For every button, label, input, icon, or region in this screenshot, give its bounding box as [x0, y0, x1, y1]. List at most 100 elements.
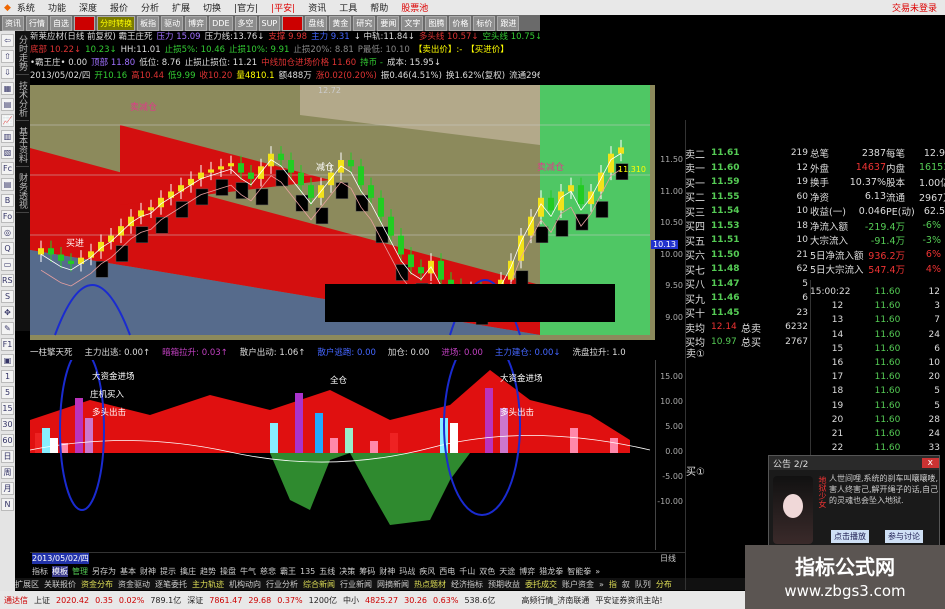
- indicator-tab[interactable]: 趋势: [200, 567, 216, 576]
- indicator-tab[interactable]: 玛战: [399, 567, 416, 576]
- tool-icon[interactable]: 日: [1, 450, 14, 463]
- extension-tab[interactable]: 指: [608, 579, 617, 589]
- tool-icon[interactable]: ▥: [1, 130, 14, 143]
- toolbar-button[interactable]: DDE: [209, 15, 233, 31]
- menu-item[interactable]: |官方|: [234, 4, 259, 14]
- indicator-chart[interactable]: [30, 360, 655, 550]
- toolbar-button[interactable]: ■■: [282, 15, 304, 31]
- tool-icon[interactable]: N: [1, 498, 14, 511]
- extension-tab[interactable]: 分布: [655, 579, 672, 589]
- tool-icon[interactable]: ▣: [1, 354, 14, 367]
- extension-tab[interactable]: 行业新闻: [340, 579, 372, 589]
- extension-tab[interactable]: 综合新闻: [303, 579, 335, 589]
- toolbar-button[interactable]: 驱动: [161, 15, 184, 31]
- indicator-tab[interactable]: 牛气: [240, 567, 256, 576]
- tool-icon[interactable]: ⇦: [1, 34, 14, 47]
- indicator-tab[interactable]: 管理: [72, 567, 88, 576]
- indicator-tab[interactable]: 另存为: [92, 567, 116, 576]
- extension-tab[interactable]: 行业分析: [266, 579, 298, 589]
- toolbar-button[interactable]: 黄金: [329, 15, 352, 31]
- indicator-tab[interactable]: 操盘: [220, 567, 236, 576]
- indicator-tab[interactable]: 千山: [459, 567, 476, 576]
- toolbar-button[interactable]: 盘线: [305, 15, 328, 31]
- play-button[interactable]: 点击播放: [831, 530, 869, 543]
- tool-icon[interactable]: ✎: [1, 322, 14, 335]
- toolbar-button[interactable]: 行情: [26, 15, 48, 31]
- indicator-tab[interactable]: 博弈: [519, 567, 536, 576]
- menu-item[interactable]: 系统: [16, 4, 35, 14]
- toolbar-button[interactable]: SUP: [258, 15, 281, 31]
- menu-item[interactable]: 资讯: [308, 4, 327, 14]
- tool-icon[interactable]: 1: [1, 370, 14, 383]
- indicator-tab[interactable]: 天途: [499, 567, 516, 576]
- toolbar-button[interactable]: 文字: [401, 15, 424, 31]
- tool-icon[interactable]: ◎: [1, 226, 14, 239]
- extension-tab[interactable]: »: [599, 579, 604, 589]
- indicator-tab[interactable]: 基本: [120, 567, 136, 576]
- extension-tab[interactable]: 主力轨迹: [192, 579, 224, 589]
- tool-icon[interactable]: ▭: [1, 258, 14, 271]
- menu-item[interactable]: 扩展: [172, 4, 191, 14]
- tool-icon[interactable]: F1: [1, 338, 14, 351]
- tool-icon[interactable]: B: [1, 194, 14, 207]
- tool-icon[interactable]: 月: [1, 482, 14, 495]
- tool-icon[interactable]: S: [1, 290, 14, 303]
- toolbar-button[interactable]: 多空: [234, 15, 257, 31]
- indicator-tab[interactable]: 慈悲: [260, 567, 276, 576]
- extension-tab[interactable]: 关联报价: [44, 579, 76, 589]
- indicator-tab[interactable]: 筹码: [359, 567, 376, 576]
- close-button[interactable]: x: [921, 458, 939, 468]
- toolbar-button[interactable]: 价格: [449, 15, 472, 31]
- tool-icon[interactable]: ▤: [1, 178, 14, 191]
- tool-icon[interactable]: 周: [1, 466, 14, 479]
- extension-tab[interactable]: 队列: [634, 579, 651, 589]
- extension-tab[interactable]: 扩展区: [15, 579, 39, 589]
- news-ticker-2[interactable]: 平安证券资讯主站!: [595, 595, 663, 605]
- menu-item[interactable]: 股票池: [401, 4, 429, 14]
- toolbar-button[interactable]: 跟进: [497, 15, 520, 31]
- tool-icon[interactable]: 5: [1, 386, 14, 399]
- indicator-tab[interactable]: 双色: [479, 567, 496, 576]
- tool-icon[interactable]: 30: [1, 418, 14, 431]
- discuss-button[interactable]: 参与讨论: [885, 530, 923, 543]
- indicator-tab[interactable]: 霸王: [280, 567, 296, 576]
- news-ticker[interactable]: 高频行情_济南联通: [521, 595, 590, 605]
- menu-item[interactable]: |平安|: [271, 4, 296, 14]
- tool-icon[interactable]: ⇧: [1, 50, 14, 63]
- extension-tab[interactable]: 资金驱动: [118, 579, 150, 589]
- tool-icon[interactable]: ▦: [1, 82, 14, 95]
- extension-tab[interactable]: 热点题材: [414, 579, 446, 589]
- toolbar-button[interactable]: 图腾: [425, 15, 448, 31]
- toolbar-button[interactable]: 分时转换: [97, 15, 136, 31]
- tool-icon[interactable]: 📈: [1, 114, 14, 127]
- period-label[interactable]: 日线: [660, 554, 676, 563]
- indicator-tab[interactable]: 五线: [319, 567, 336, 576]
- toolbar-button[interactable]: 板指: [137, 15, 160, 31]
- menu-item[interactable]: 功能: [47, 4, 66, 14]
- indicator-tab[interactable]: 决策: [339, 567, 356, 576]
- toolbar-button[interactable]: 要闻: [377, 15, 400, 31]
- toolbar-button[interactable]: 博弈: [185, 15, 208, 31]
- tool-icon[interactable]: Fo: [1, 210, 14, 223]
- tool-icon[interactable]: Fc: [1, 162, 14, 175]
- extension-tab[interactable]: 账户资金: [562, 579, 594, 589]
- indicator-tab[interactable]: 模板: [52, 566, 68, 577]
- tool-icon[interactable]: RSI: [1, 274, 14, 287]
- extension-tab[interactable]: 叙: [621, 579, 630, 589]
- tool-icon[interactable]: Q: [1, 242, 14, 255]
- indicator-tab[interactable]: 擒庄: [180, 567, 196, 576]
- indicator-tab[interactable]: 西电: [439, 567, 456, 576]
- tool-icon[interactable]: ▧: [1, 146, 14, 159]
- menu-item[interactable]: 分析: [140, 4, 159, 14]
- indicator-tab[interactable]: »: [595, 567, 601, 576]
- toolbar-button[interactable]: 自选: [50, 15, 72, 31]
- side-tab[interactable]: 分时走势: [16, 35, 29, 75]
- menu-item[interactable]: 深度: [78, 4, 97, 14]
- side-tab[interactable]: 基本资料: [16, 127, 29, 167]
- tool-icon[interactable]: ⇩: [1, 66, 14, 79]
- extension-tab[interactable]: 网摘新闻: [377, 579, 409, 589]
- extension-tab[interactable]: 逐笔委托: [155, 579, 187, 589]
- tool-icon[interactable]: ▤: [1, 98, 14, 111]
- indicator-tab[interactable]: 提示: [160, 567, 176, 576]
- indicator-tab[interactable]: 财神: [140, 567, 156, 576]
